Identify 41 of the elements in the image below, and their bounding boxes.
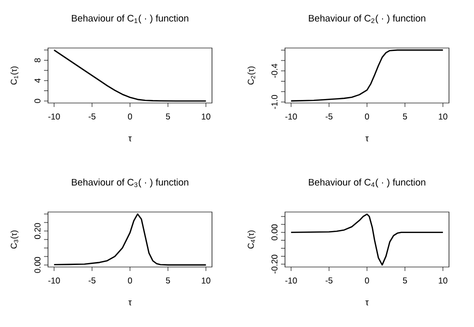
- y-tick-label: 0.00: [271, 224, 278, 240]
- chart-title: Behaviour of C$_{3}$( · ) function: [72, 178, 188, 188]
- x-axis-title: τ: [128, 300, 132, 306]
- y-tick-label: 8: [34, 58, 40, 62]
- x-tick-label: -5: [88, 114, 96, 120]
- x-axis-title: τ: [365, 300, 369, 306]
- x-tick-label: -10: [48, 114, 60, 120]
- x-tick-label: -10: [48, 278, 60, 284]
- x-tick-label: 5: [402, 278, 407, 284]
- x-tick-label: 10: [202, 278, 210, 284]
- x-tick-label: -5: [326, 114, 332, 120]
- x-tick-label: 0: [128, 278, 132, 284]
- x-tick-label: -5: [88, 278, 96, 284]
- y-tick-label: 0.00: [34, 257, 40, 273]
- y-tick-label: -1.0: [271, 94, 278, 109]
- chart-title: Behaviour of C$_{1}$( · ) function: [72, 14, 188, 24]
- y-tick-label: -0.20: [271, 254, 278, 274]
- y-axis-title: C$_{3}$(τ): [10, 230, 18, 249]
- x-tick-label: 10: [202, 114, 210, 120]
- y-tick-label: 4: [34, 78, 40, 83]
- y-tick-label: 0.20: [34, 223, 40, 239]
- x-tick-label: 0: [128, 114, 132, 120]
- y-tick-label: 0: [34, 98, 40, 103]
- x-tick-label: -10: [285, 114, 297, 120]
- chart-title: Behaviour of C$_{2}$( · ) function: [308, 14, 426, 24]
- x-tick-label: -10: [285, 278, 297, 284]
- x-tick-label: 5: [402, 114, 407, 120]
- x-tick-label: 10: [438, 278, 448, 284]
- y-axis-title: C$_{1}$(τ): [10, 66, 18, 85]
- x-tick-label: 10: [438, 114, 448, 120]
- y-tick-label: -0.4: [271, 64, 278, 78]
- x-axis-title: τ: [365, 136, 369, 142]
- x-tick-label: 5: [166, 278, 170, 284]
- y-axis-title: C$_{4}$(τ): [248, 230, 256, 249]
- x-axis-title: τ: [128, 136, 132, 142]
- x-tick-label: -5: [326, 278, 332, 284]
- x-tick-label: 0: [364, 278, 370, 284]
- y-axis-title: C$_{2}$(τ): [248, 66, 256, 85]
- chart-title: Behaviour of C$_{4}$( · ) function: [308, 178, 426, 188]
- x-tick-label: 0: [364, 114, 370, 120]
- x-tick-label: 5: [166, 114, 170, 120]
